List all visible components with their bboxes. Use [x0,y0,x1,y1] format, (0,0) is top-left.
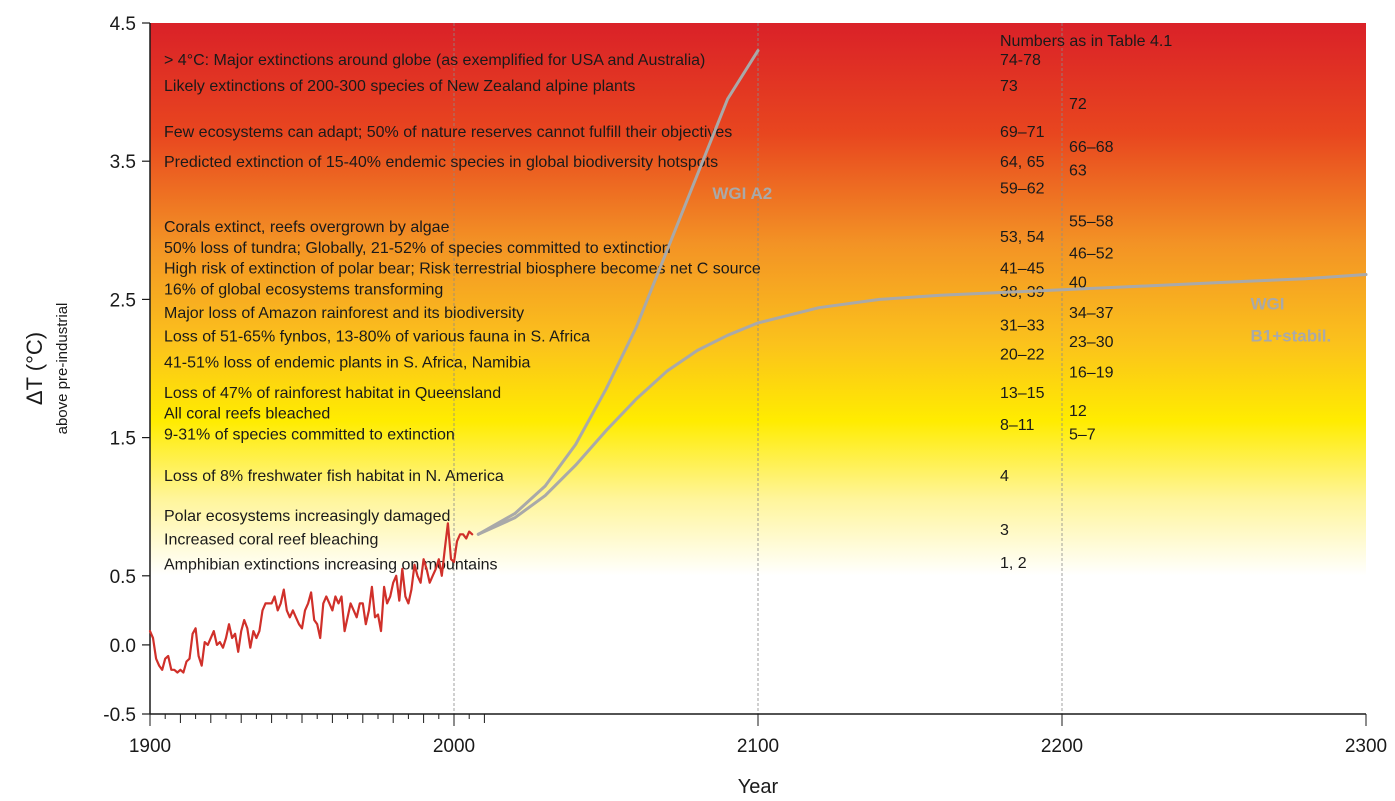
scenario-projection-line [476,49,760,536]
scenario-label: WGI A2 [712,184,772,203]
impact-label: > 4°C: Major extinctions around globe (a… [164,52,705,69]
table-ref-number: 59–62 [1000,180,1045,197]
table-ref-number: 34–37 [1069,305,1114,322]
impact-label: Amphibian extinctions increasing on moun… [164,556,498,573]
grid-lines [453,23,1063,714]
table-ref-number: 4 [1000,468,1009,485]
table-ref-number: 64, 65 [1000,154,1045,171]
y-tick-label: 1.5 [110,429,136,450]
x-axis-title: Year [738,776,779,798]
table-ref-number: 74-78 [1000,52,1041,69]
y-tick-label: 3.5 [110,152,136,173]
table-ref-number: 53, 54 [1000,229,1045,246]
table-ref-number: 66–68 [1069,139,1114,156]
impact-label: Likely extinctions of 200-300 species of… [164,78,635,95]
table-ref-number: 12 [1069,403,1087,420]
table-ref-number: 13–15 [1000,385,1045,402]
observed-temperature-line [148,522,474,674]
impact-label: Corals extinct, reefs overgrown by algae [164,219,450,236]
series-lines: WGI A2 WGI B1+stabil. [148,49,1368,674]
table-ref-number: 73 [1000,78,1018,95]
impact-label: 9-31% of species committed to extinction [164,426,455,443]
table-ref-number: 55–58 [1069,214,1114,231]
table-ref-number: 63 [1069,162,1087,179]
impact-label: Polar ecosystems increasingly damaged [164,508,450,525]
y-tick-label: 0.0 [110,636,136,657]
table-ref-number: 5–7 [1069,426,1096,443]
impact-label: 50% loss of tundra; Globally, 21-52% of … [164,240,671,257]
impact-label: Loss of 47% of rainforest habitat in Que… [164,385,501,402]
y-tick-label: 4.5 [110,14,136,35]
impact-annotations: > 4°C: Major extinctions around globe (a… [164,52,1114,573]
scenario-label: WGI [1250,295,1284,314]
x-tick-label: 2200 [1041,736,1083,757]
x-tick-label: 2300 [1345,736,1387,757]
table-ref-number: 46–52 [1069,245,1114,262]
table-header-note: Numbers as in Table 4.1 [1000,33,1172,50]
impact-label: Loss of 8% freshwater fish habitat in N.… [164,468,504,485]
impact-label: Increased coral reef bleaching [164,531,378,548]
table-ref-number: 8–11 [1000,417,1035,434]
table-ref-number: 1, 2 [1000,555,1027,572]
impact-label: Predicted extinction of 15-40% endemic s… [164,154,718,171]
impact-label: High risk of extinction of polar bear; R… [164,261,761,278]
impact-label: Major loss of Amazon rainforest and its … [164,305,524,322]
impact-label: Loss of 51-65% fynbos, 13-80% of various… [164,328,590,345]
impact-label: 16% of global ecosystems transforming [164,281,443,298]
table-ref-number: 41–45 [1000,261,1045,278]
table-ref-number: 20–22 [1000,346,1045,363]
table-ref-number: 31–33 [1000,317,1045,334]
scenario-label: B1+stabil. [1250,326,1331,345]
table-ref-number: 40 [1069,274,1087,291]
y-tick-label: -0.5 [103,705,136,726]
y-axis-subtitle: above pre-industrial [54,303,71,435]
impact-label: All coral reefs bleached [164,406,330,423]
x-tick-label: 2100 [737,736,779,757]
y-tick-label: 2.5 [110,290,136,311]
scenario-projection-line [476,273,1368,536]
x-tick-label: 1900 [129,736,171,757]
table-ref-number: 3 [1000,522,1009,539]
y-axis-title: ΔT (°C) [22,332,47,405]
y-tick-label: 0.5 [110,567,136,588]
table-ref-number: 16–19 [1069,364,1114,381]
table-ref-number: 72 [1069,96,1087,113]
x-tick-label: 2000 [433,736,475,757]
table-ref-number: 23–30 [1069,334,1114,351]
table-ref-number: 69–71 [1000,124,1045,141]
impact-label: 41-51% loss of endemic plants in S. Afri… [164,355,531,372]
impact-label: Few ecosystems can adapt; 50% of nature … [164,124,732,141]
axes: 4.5 3.5 2.5 1.5 0.5 0.0 -0.5 1900 2000 2100 2200 23… [103,14,1387,757]
